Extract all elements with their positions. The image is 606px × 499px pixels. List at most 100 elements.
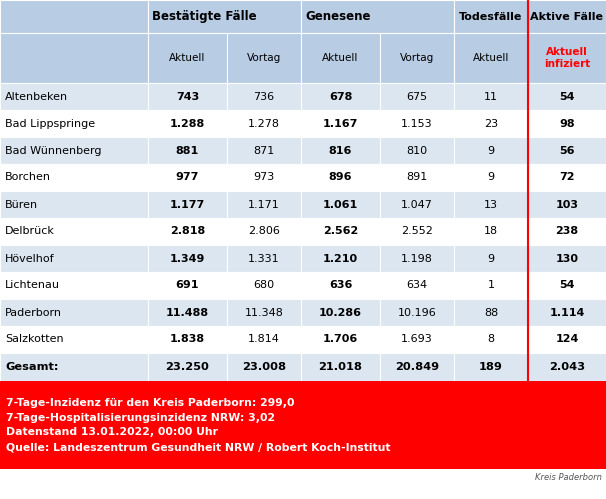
Text: 8: 8 <box>487 334 494 344</box>
Text: 11.488: 11.488 <box>166 307 209 317</box>
Text: 1.198: 1.198 <box>401 253 433 263</box>
Bar <box>301 0 454 33</box>
Text: 1.838: 1.838 <box>170 334 205 344</box>
Text: 23: 23 <box>484 118 498 129</box>
Text: 9: 9 <box>487 253 494 263</box>
Text: 2.806: 2.806 <box>248 227 280 237</box>
Bar <box>528 110 606 137</box>
Text: 1.288: 1.288 <box>170 118 205 129</box>
Bar <box>380 110 454 137</box>
Bar <box>301 137 380 164</box>
Text: 18: 18 <box>484 227 498 237</box>
Text: 881: 881 <box>176 146 199 156</box>
Bar <box>380 164 454 191</box>
Bar <box>528 137 606 164</box>
Bar <box>528 191 606 218</box>
Bar <box>301 353 380 381</box>
Bar <box>0 110 148 137</box>
Bar <box>528 0 606 33</box>
Text: Aktuell: Aktuell <box>169 53 205 63</box>
Bar <box>0 191 148 218</box>
Text: Aktuell: Aktuell <box>473 53 509 63</box>
Bar <box>380 137 454 164</box>
Text: 23.008: 23.008 <box>242 362 286 372</box>
Bar <box>454 164 528 191</box>
Bar <box>301 83 380 110</box>
Text: 11.348: 11.348 <box>245 307 284 317</box>
Bar <box>454 110 528 137</box>
Bar <box>0 83 148 110</box>
Bar <box>148 33 227 83</box>
Text: 1.171: 1.171 <box>248 200 280 210</box>
Bar <box>454 0 528 33</box>
Text: Genesene: Genesene <box>305 10 370 23</box>
Bar <box>454 191 528 218</box>
Bar <box>227 33 301 83</box>
Bar <box>301 245 380 272</box>
Bar <box>227 164 301 191</box>
Bar <box>227 218 301 245</box>
Text: 7-Tage-Inzidenz für den Kreis Paderborn: 299,0
7-Tage-Hospitalisierungsinzidenz : 7-Tage-Inzidenz für den Kreis Paderborn:… <box>6 398 390 452</box>
Bar <box>148 164 227 191</box>
Text: 691: 691 <box>176 280 199 290</box>
Text: 891: 891 <box>407 173 428 183</box>
Text: 88: 88 <box>484 307 498 317</box>
Text: 1: 1 <box>487 280 494 290</box>
Bar <box>301 164 380 191</box>
Text: 54: 54 <box>559 280 574 290</box>
Text: Lichtenau: Lichtenau <box>5 280 60 290</box>
Text: 896: 896 <box>328 173 352 183</box>
Text: Paderborn: Paderborn <box>5 307 62 317</box>
Bar <box>528 218 606 245</box>
Bar <box>454 33 528 83</box>
Text: 9: 9 <box>487 146 494 156</box>
Text: 23.250: 23.250 <box>165 362 210 372</box>
Text: 13: 13 <box>484 200 498 210</box>
Text: 54: 54 <box>559 91 574 101</box>
Bar <box>380 353 454 381</box>
Text: 10.286: 10.286 <box>319 307 362 317</box>
Text: 21.018: 21.018 <box>319 362 362 372</box>
Bar <box>301 272 380 299</box>
Bar <box>528 353 606 381</box>
Bar <box>380 33 454 83</box>
Text: 810: 810 <box>407 146 428 156</box>
Text: 2.562: 2.562 <box>323 227 358 237</box>
Bar <box>148 353 227 381</box>
Text: Borchen: Borchen <box>5 173 51 183</box>
Bar <box>148 0 301 33</box>
Bar <box>0 245 148 272</box>
Bar <box>454 83 528 110</box>
Bar <box>380 245 454 272</box>
Bar <box>227 326 301 353</box>
Bar <box>227 191 301 218</box>
Text: 1.814: 1.814 <box>248 334 280 344</box>
Bar <box>148 218 227 245</box>
Bar <box>227 299 301 326</box>
Text: Vortag: Vortag <box>247 53 281 63</box>
Bar <box>0 137 148 164</box>
Bar <box>528 33 606 83</box>
Text: 103: 103 <box>556 200 579 210</box>
Text: Bad Wünnenberg: Bad Wünnenberg <box>5 146 101 156</box>
Bar <box>227 83 301 110</box>
Text: 189: 189 <box>479 362 503 372</box>
Bar <box>454 245 528 272</box>
Bar <box>0 326 148 353</box>
Text: 743: 743 <box>176 91 199 101</box>
Text: 1.047: 1.047 <box>401 200 433 210</box>
Text: 238: 238 <box>556 227 579 237</box>
Bar <box>0 33 148 83</box>
Text: 56: 56 <box>559 146 574 156</box>
Text: Vortag: Vortag <box>400 53 434 63</box>
Bar <box>301 326 380 353</box>
Text: Kreis Paderborn: Kreis Paderborn <box>535 474 602 483</box>
Bar <box>0 164 148 191</box>
Text: Hövelhof: Hövelhof <box>5 253 55 263</box>
Bar <box>528 164 606 191</box>
Text: Aktive Fälle: Aktive Fälle <box>530 11 604 21</box>
Text: 678: 678 <box>329 91 352 101</box>
Bar <box>301 299 380 326</box>
Text: Büren: Büren <box>5 200 38 210</box>
Text: 1.114: 1.114 <box>549 307 585 317</box>
